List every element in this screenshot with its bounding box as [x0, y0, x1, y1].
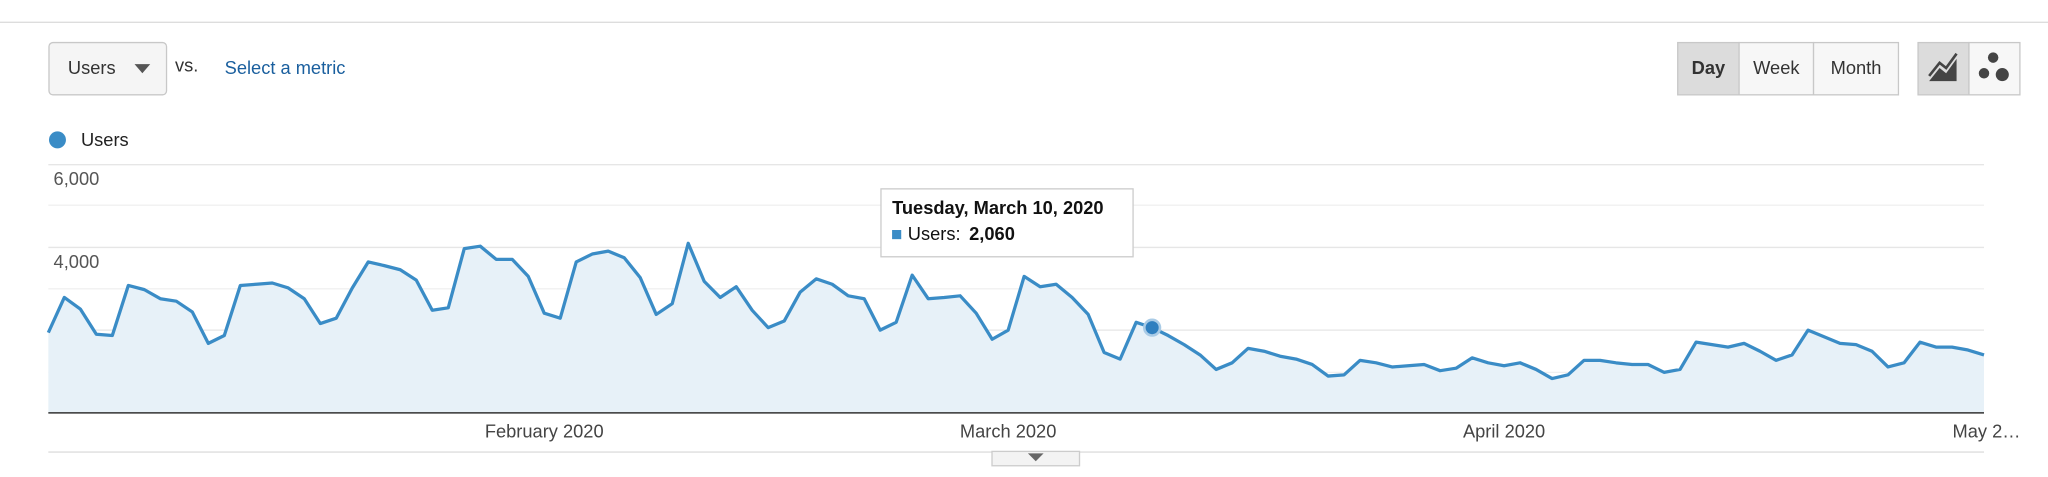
y-tick-label: 6,000 [54, 168, 100, 189]
x-tick-label: May 2… [1953, 420, 2021, 441]
tooltip-label: Users: [908, 223, 961, 244]
x-tick-label: April 2020 [1463, 420, 1545, 441]
y-tick-label: 4,000 [54, 251, 100, 272]
select-metric-link[interactable]: Select a metric [225, 57, 346, 78]
month-button[interactable]: Month [1831, 57, 1882, 78]
tooltip-value: 2,060 [969, 223, 1015, 244]
expand-tab[interactable] [991, 450, 1081, 467]
motion-chart-button[interactable] [1968, 41, 2021, 96]
area [48, 243, 1984, 413]
tooltip-swatch [892, 230, 902, 240]
line-chart-button[interactable] [1917, 41, 1970, 96]
legend-label[interactable]: Users [81, 129, 129, 150]
x-tick-label: March 2020 [960, 420, 1056, 441]
vs-label: vs. [175, 55, 198, 76]
week-button[interactable]: Week [1753, 57, 1800, 78]
tooltip-title: Tuesday, March 10, 2020 [892, 197, 1104, 218]
chart-type-buttons [1917, 41, 2021, 96]
legend-marker [48, 131, 66, 149]
x-tick-label: February 2020 [485, 420, 604, 441]
line [46, 241, 1985, 381]
highlight-point [1142, 318, 1162, 337]
tooltip-box [880, 188, 1134, 258]
tooltip: Tuesday, March 10, 2020 Users: 2,060 [880, 188, 1134, 258]
period-buttons: Day Week Month [1677, 41, 1900, 96]
metric-dropdown[interactable]: Users [48, 41, 168, 96]
metric-label: Users [68, 57, 116, 78]
day-button[interactable]: Day [1692, 57, 1726, 78]
